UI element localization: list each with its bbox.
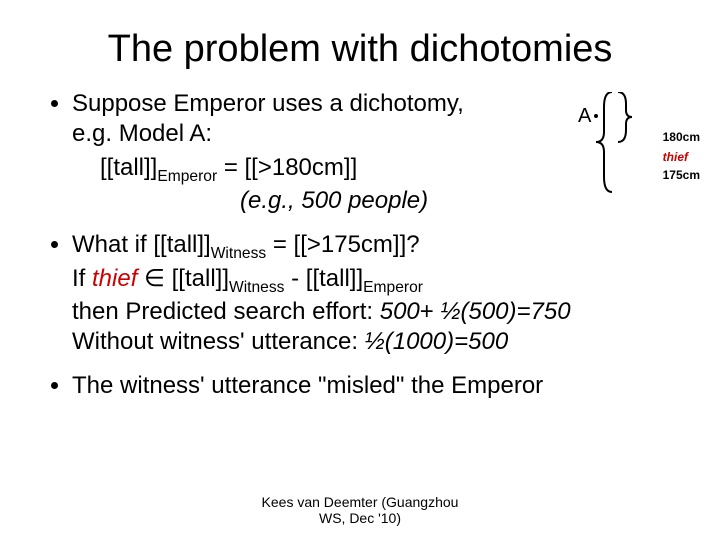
b1-line2: e.g. Model A:	[72, 120, 212, 147]
b1-line1: Suppose Emperor uses a dichotomy,	[72, 90, 464, 117]
b2-l1a: What if [[tall]]	[72, 231, 211, 258]
b1-note: (e.g., 500 people)	[240, 186, 502, 216]
model-a-diagram: A 180cm thief 175cm	[570, 92, 700, 202]
left-brace	[596, 92, 612, 192]
b2-l3i2: ½(500)=750	[440, 298, 570, 325]
b2-l2a: If	[72, 265, 92, 292]
b1-sub: [[tall]]Emperor = [[>180cm]] (e.g., 500 …	[100, 153, 502, 216]
b2-l1b: = [[>175cm]]?	[266, 231, 419, 258]
slide-title: The problem with dichotomies	[48, 28, 672, 71]
footer-line2: WS, Dec '10)	[319, 510, 401, 526]
b2-l2b: ∈ [[tall]]	[137, 265, 229, 292]
b1-lhs: [[tall]]	[100, 154, 157, 181]
b2-thief: thief	[92, 265, 137, 292]
label-180: 180cm	[663, 130, 700, 144]
b3-text: The witness' utterance "misled" the Empe…	[72, 372, 543, 399]
label-thief: thief	[663, 150, 688, 164]
b2-l2s2: Emperor	[363, 278, 423, 295]
bullet-3: The witness' utterance "misled" the Empe…	[72, 371, 672, 401]
b1-eq: = [[>180cm]]	[217, 154, 357, 181]
b2-l3a: then Predicted search effort:	[72, 298, 380, 325]
b2-l1sub: Witness	[211, 245, 266, 262]
b2-l3i: 500	[380, 298, 420, 325]
diagram-svg: A	[570, 92, 700, 202]
b1-subscript: Emperor	[157, 168, 217, 185]
b2-l2c: - [[tall]]	[284, 265, 363, 292]
label-175: 175cm	[663, 168, 700, 182]
diagram-a-label: A	[578, 105, 592, 127]
b2-l2s1: Witness	[229, 278, 284, 295]
b2-l3b: +	[420, 298, 441, 325]
b2-l4a: Without witness' utterance:	[72, 328, 365, 355]
b2-l4i: ½(1000)=500	[365, 328, 508, 355]
footer-line1: Kees van Deemter (Guangzhou	[262, 494, 459, 510]
slide: The problem with dichotomies Suppose Emp…	[0, 0, 720, 540]
bullet-2: What if [[tall]]Witness = [[>175cm]]? If…	[72, 230, 672, 357]
right-brace	[618, 92, 632, 142]
bullet-1: Suppose Emperor uses a dichotomy, e.g. M…	[72, 89, 502, 216]
footer: Kees van Deemter (Guangzhou WS, Dec '10)	[0, 494, 720, 526]
